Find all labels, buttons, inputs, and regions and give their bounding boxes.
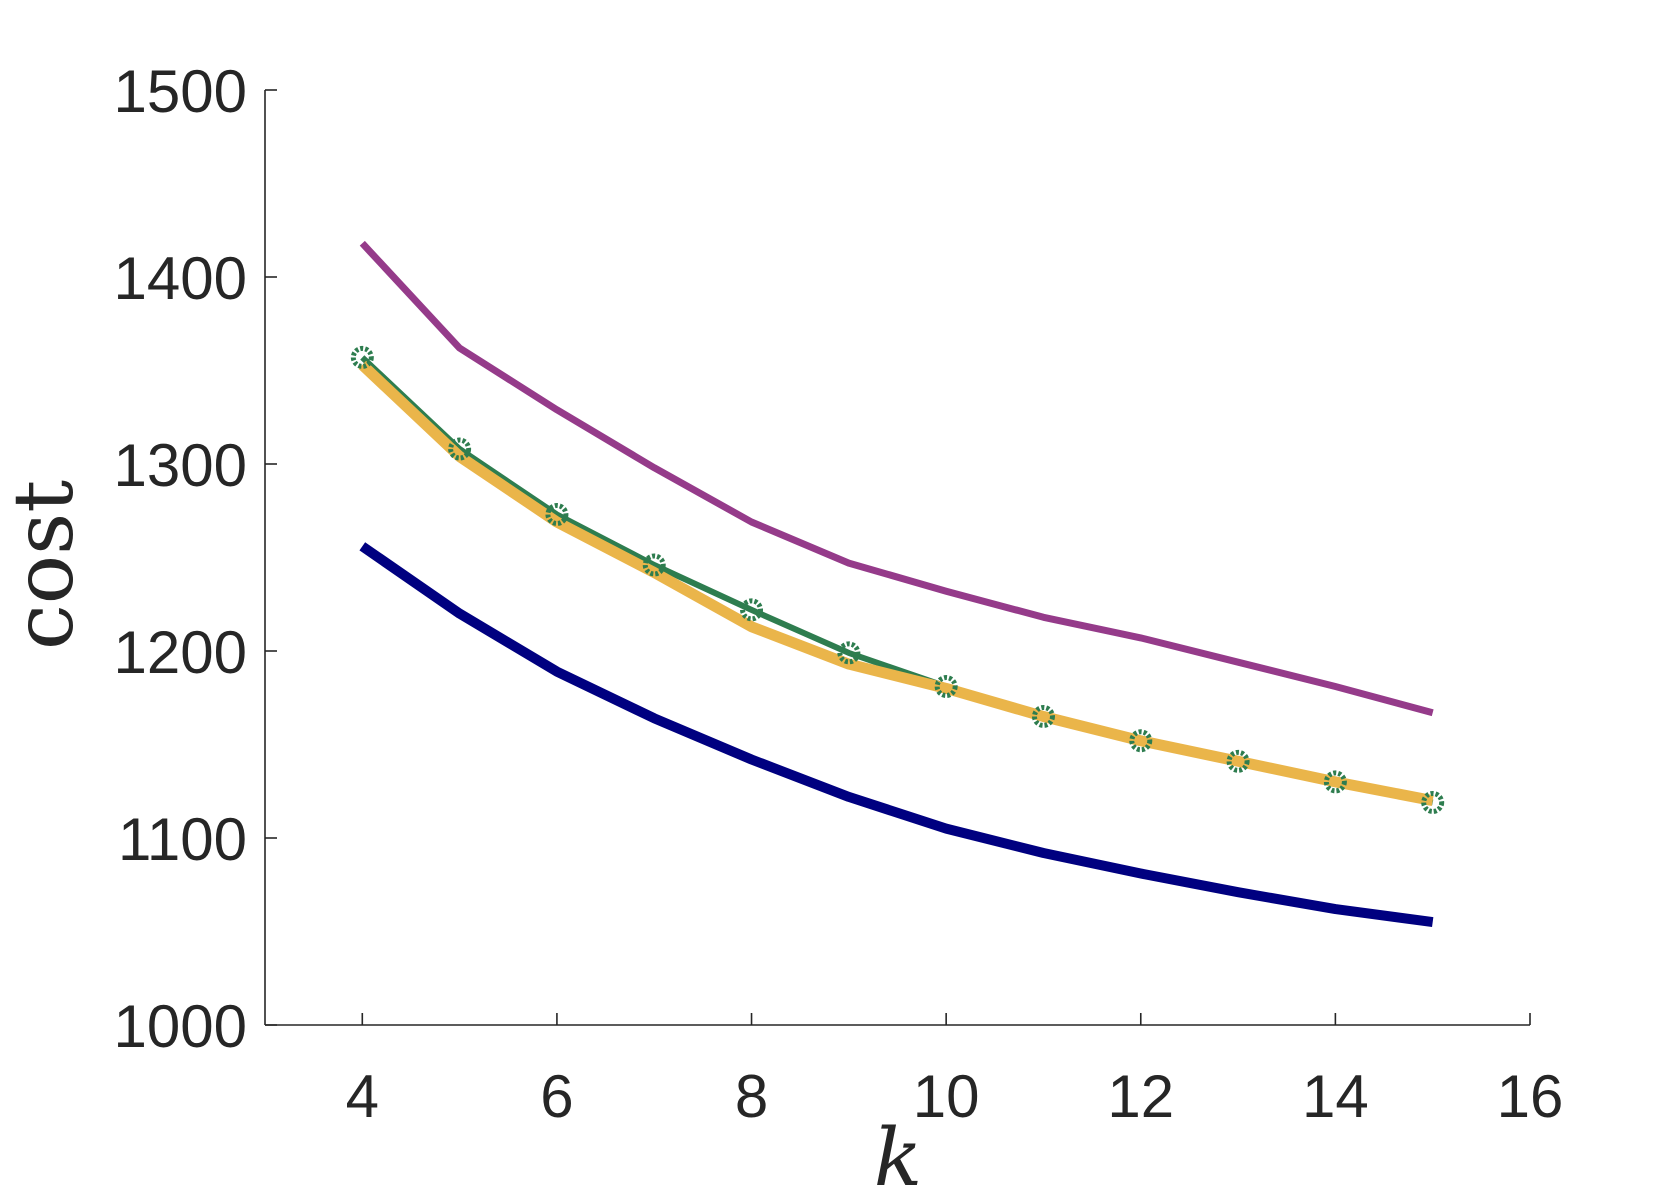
series-1-line xyxy=(359,240,1434,717)
series-2-markers xyxy=(350,345,1445,814)
series-2-point xyxy=(740,598,764,622)
y-tick-label: 1100 xyxy=(118,806,247,873)
series-2-point xyxy=(837,641,861,665)
x-tick-label: 14 xyxy=(1302,1063,1369,1130)
y-tick-label: 1300 xyxy=(114,432,247,499)
series-2-point xyxy=(350,345,374,369)
x-tick-label: 8 xyxy=(735,1063,768,1130)
axes: 4 6 8 10 12 14 16 1000 1100 1200 1300 1400 1500 xyxy=(114,58,1564,1130)
x-tick-label: 12 xyxy=(1107,1063,1174,1130)
series-3-line xyxy=(358,360,1434,807)
series-layer xyxy=(350,240,1445,928)
series-2-point xyxy=(1129,729,1153,753)
x-tick-label: 4 xyxy=(346,1063,379,1130)
series-2-point xyxy=(448,437,472,461)
x-axis-label: k xyxy=(874,1111,922,1202)
y-tick-label: 1000 xyxy=(114,993,247,1060)
series-2-point xyxy=(642,553,666,577)
y-tick-label: 1200 xyxy=(114,619,247,686)
y-tick-label: 1500 xyxy=(114,58,247,125)
y-axis-label: cost xyxy=(0,480,92,650)
series-2-point xyxy=(1031,704,1055,728)
series-2-point xyxy=(1323,770,1347,794)
x-tick-label: 6 xyxy=(540,1063,573,1130)
x-tick-label: 10 xyxy=(913,1063,980,1130)
y-tick-label: 1400 xyxy=(114,245,247,312)
x-tick-label: 16 xyxy=(1497,1063,1564,1130)
series-2-point xyxy=(545,502,569,526)
series-2-point xyxy=(1421,790,1445,814)
series-4-line xyxy=(359,542,1434,928)
series-2-point xyxy=(1226,749,1250,773)
series-2-point xyxy=(934,675,958,699)
